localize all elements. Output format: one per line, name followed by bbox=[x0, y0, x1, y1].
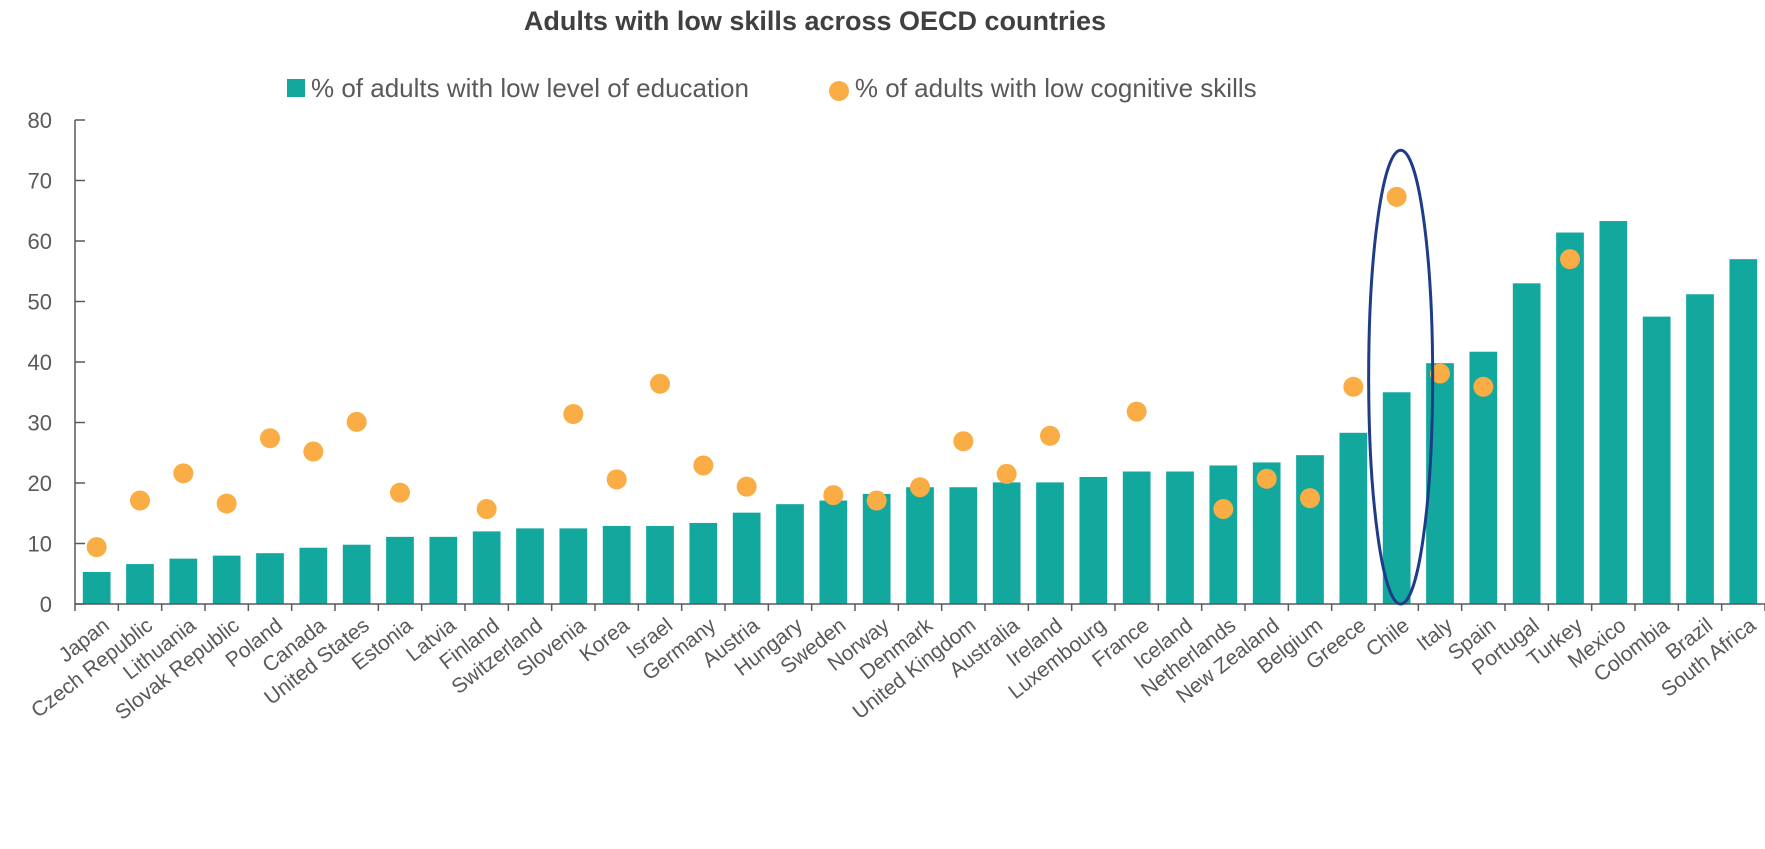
bar bbox=[776, 504, 804, 604]
legend-item-cognitive: % of adults with low cognitive skills bbox=[828, 72, 1257, 104]
bar bbox=[906, 487, 934, 604]
y-tick-label: 30 bbox=[28, 411, 52, 436]
bar bbox=[1209, 465, 1238, 604]
bar bbox=[1339, 432, 1368, 604]
x-tick-label: Chile bbox=[1362, 614, 1414, 662]
bar bbox=[1599, 221, 1628, 604]
bar bbox=[1036, 482, 1064, 604]
dot bbox=[650, 373, 670, 394]
dot bbox=[1430, 363, 1450, 384]
bar bbox=[1556, 232, 1584, 604]
dot bbox=[606, 469, 627, 490]
legend-label-education: % of adults with low level of education bbox=[311, 72, 749, 103]
bar bbox=[472, 531, 501, 604]
dot bbox=[1473, 376, 1494, 397]
dot bbox=[1560, 249, 1580, 270]
dot bbox=[1343, 376, 1364, 397]
bar bbox=[299, 547, 328, 604]
dot bbox=[303, 441, 324, 462]
highlight-ellipse bbox=[1367, 148, 1435, 606]
legend-label-cognitive: % of adults with low cognitive skills bbox=[854, 72, 1257, 103]
y-tick-label: 60 bbox=[28, 229, 52, 254]
dot bbox=[1300, 488, 1320, 509]
y-tick-label: 20 bbox=[28, 471, 52, 496]
y-tick-label: 40 bbox=[28, 350, 52, 375]
bar bbox=[429, 536, 458, 604]
bar bbox=[646, 525, 674, 604]
dot bbox=[216, 493, 237, 514]
dot bbox=[693, 455, 714, 476]
bar bbox=[212, 555, 241, 604]
bar bbox=[169, 558, 198, 604]
bar bbox=[732, 512, 761, 604]
dot bbox=[823, 485, 844, 506]
bar bbox=[256, 553, 284, 604]
bar bbox=[1512, 283, 1541, 604]
bar bbox=[1166, 471, 1194, 604]
bar bbox=[689, 522, 718, 604]
dot bbox=[910, 477, 930, 498]
y-tick-label: 10 bbox=[28, 532, 52, 557]
y-tick-label: 50 bbox=[28, 290, 52, 315]
bar bbox=[342, 544, 371, 604]
dot bbox=[130, 490, 150, 511]
dot bbox=[346, 411, 367, 432]
bar bbox=[819, 500, 848, 604]
bar bbox=[386, 536, 414, 604]
dot bbox=[563, 404, 584, 425]
bar bbox=[1426, 363, 1454, 604]
x-tick-label: Korea bbox=[575, 614, 634, 667]
bar bbox=[1296, 455, 1324, 604]
bar bbox=[126, 564, 154, 604]
dot bbox=[736, 476, 757, 497]
bar bbox=[992, 482, 1021, 604]
dot bbox=[866, 490, 887, 511]
legend-swatch-cognitive bbox=[828, 81, 849, 101]
dot bbox=[996, 463, 1017, 484]
dot bbox=[173, 463, 194, 484]
dot bbox=[1213, 499, 1234, 520]
legend: % of adults with low level of education … bbox=[287, 72, 1257, 104]
legend-item-education: % of adults with low level of education bbox=[287, 73, 749, 104]
dot bbox=[1386, 186, 1407, 207]
bar bbox=[949, 487, 978, 604]
bar bbox=[1382, 392, 1411, 604]
dot bbox=[1040, 425, 1060, 446]
bar bbox=[602, 525, 631, 604]
chart-title: Adults with low skills across OECD count… bbox=[523, 6, 1107, 36]
bar bbox=[862, 493, 891, 604]
bar bbox=[559, 528, 588, 604]
y-tick-label: 70 bbox=[28, 169, 52, 194]
dot bbox=[1126, 401, 1147, 422]
bar bbox=[516, 528, 544, 604]
y-tick-label: 80 bbox=[28, 108, 52, 133]
bar bbox=[1729, 259, 1758, 604]
bar bbox=[1642, 316, 1671, 604]
dot bbox=[476, 499, 497, 520]
dot bbox=[390, 482, 410, 503]
dot bbox=[86, 537, 107, 558]
bar bbox=[1686, 294, 1714, 604]
bar bbox=[82, 571, 111, 604]
bar bbox=[1079, 476, 1108, 604]
bar bbox=[1122, 471, 1151, 604]
dot bbox=[260, 428, 280, 449]
y-tick-label: 0 bbox=[40, 592, 52, 617]
legend-swatch-education bbox=[287, 79, 305, 97]
dot bbox=[1256, 468, 1277, 489]
dot bbox=[953, 431, 974, 452]
